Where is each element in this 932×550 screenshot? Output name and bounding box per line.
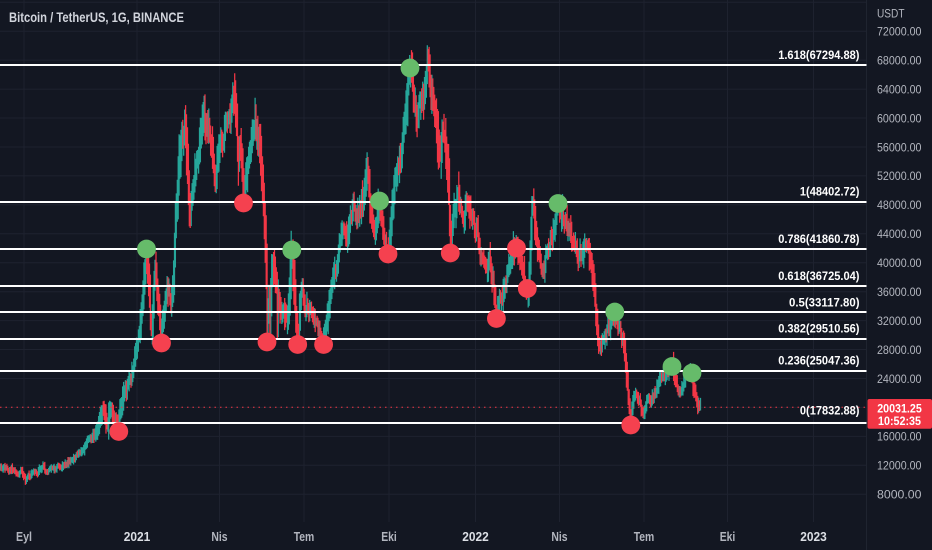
svg-text:Tem: Tem bbox=[294, 530, 315, 544]
svg-text:Eki: Eki bbox=[720, 530, 736, 544]
svg-text:36000.00: 36000.00 bbox=[877, 285, 922, 299]
svg-text:68000.00: 68000.00 bbox=[877, 53, 922, 67]
svg-text:12000.00: 12000.00 bbox=[877, 459, 922, 473]
svg-text:2022: 2022 bbox=[462, 530, 489, 544]
svg-text:0.5(33117.80): 0.5(33117.80) bbox=[789, 295, 860, 309]
svg-text:0.786(41860.78): 0.786(41860.78) bbox=[778, 232, 859, 246]
svg-text:40000.00: 40000.00 bbox=[877, 256, 922, 270]
svg-text:USDT: USDT bbox=[877, 6, 905, 20]
svg-text:32000.00: 32000.00 bbox=[877, 314, 922, 328]
svg-text:28000.00: 28000.00 bbox=[877, 343, 922, 357]
svg-text:56000.00: 56000.00 bbox=[877, 140, 922, 154]
svg-text:2023: 2023 bbox=[800, 530, 827, 544]
svg-text:Eyl: Eyl bbox=[16, 530, 32, 544]
svg-text:Nis: Nis bbox=[551, 530, 567, 544]
svg-text:0(17832.88): 0(17832.88) bbox=[800, 404, 860, 418]
svg-text:24000.00: 24000.00 bbox=[877, 372, 922, 386]
svg-text:8000.00: 8000.00 bbox=[877, 488, 922, 502]
svg-text:48000.00: 48000.00 bbox=[877, 198, 922, 212]
svg-text:Bitcoin / TetherUS, 1G, BINANC: Bitcoin / TetherUS, 1G, BINANCE bbox=[9, 9, 184, 25]
svg-text:20031.25: 20031.25 bbox=[877, 401, 922, 415]
svg-text:1.618(67294.88): 1.618(67294.88) bbox=[778, 48, 859, 62]
svg-text:Tem: Tem bbox=[634, 530, 655, 544]
svg-text:10:52:35: 10:52:35 bbox=[878, 414, 921, 428]
svg-text:1(48402.72): 1(48402.72) bbox=[800, 185, 860, 199]
svg-text:2021: 2021 bbox=[124, 530, 151, 544]
svg-text:52000.00: 52000.00 bbox=[877, 169, 922, 183]
svg-text:0.618(36725.04): 0.618(36725.04) bbox=[778, 269, 859, 283]
svg-text:0.236(25047.36): 0.236(25047.36) bbox=[778, 354, 859, 368]
svg-text:64000.00: 64000.00 bbox=[877, 82, 922, 96]
svg-text:Eki: Eki bbox=[381, 530, 397, 544]
svg-text:0.382(29510.56): 0.382(29510.56) bbox=[778, 321, 859, 335]
svg-text:Nis: Nis bbox=[211, 530, 227, 544]
svg-text:60000.00: 60000.00 bbox=[877, 111, 922, 125]
svg-text:72000.00: 72000.00 bbox=[877, 25, 922, 39]
svg-text:44000.00: 44000.00 bbox=[877, 227, 922, 241]
svg-text:16000.00: 16000.00 bbox=[877, 430, 922, 444]
